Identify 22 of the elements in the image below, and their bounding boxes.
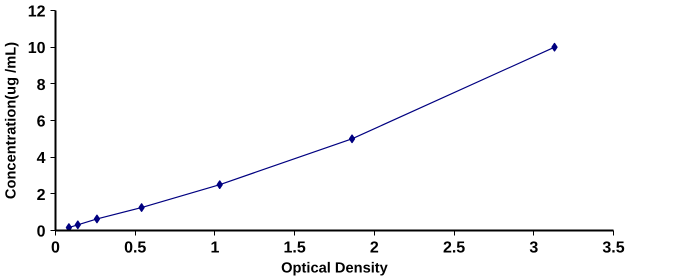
y-tick-label: 2 xyxy=(36,186,46,204)
x-tick-label: 0.5 xyxy=(124,240,146,256)
point xyxy=(66,223,72,230)
y-tick-label: 10 xyxy=(28,40,46,58)
point xyxy=(551,42,558,52)
x-tick-label: 1 xyxy=(210,240,220,256)
x-tick-label: 3.5 xyxy=(602,240,625,256)
y-tick-label: 8 xyxy=(36,76,46,94)
point xyxy=(94,214,100,224)
y-tick-label: 4 xyxy=(36,150,46,168)
y-tick-label: 0 xyxy=(36,224,46,240)
x-tick-label: 0 xyxy=(51,240,60,256)
y-tick-label: 12 xyxy=(28,4,46,20)
y-tick-label: 6 xyxy=(36,114,46,130)
y-axis-title: Concentration(ug /mL) xyxy=(4,42,20,200)
point xyxy=(138,203,145,212)
x-tick-label: 1.5 xyxy=(284,240,306,256)
x-tick-label: 2 xyxy=(370,240,379,256)
x-tick-label: 3 xyxy=(529,240,538,256)
x-tick-label: 2.5 xyxy=(442,240,466,256)
x-axis-title: Optical Density xyxy=(281,260,389,276)
point xyxy=(348,134,356,144)
